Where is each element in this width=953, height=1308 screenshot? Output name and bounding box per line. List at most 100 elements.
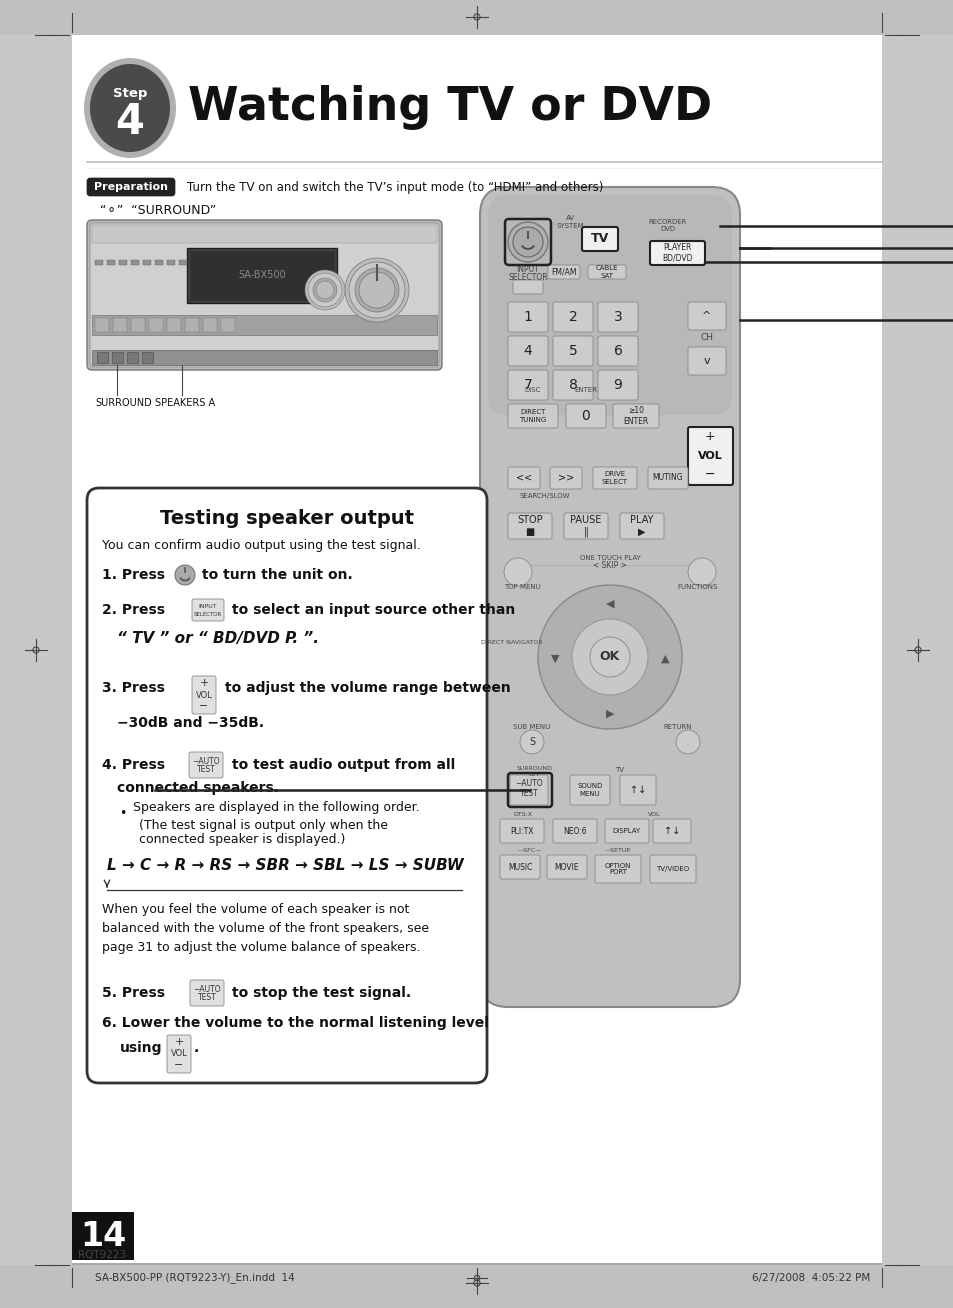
Text: DRIVE
SELECT: DRIVE SELECT bbox=[601, 471, 627, 484]
Text: RETURN: RETURN bbox=[663, 725, 692, 730]
Text: ONE TOUCH PLAY: ONE TOUCH PLAY bbox=[579, 555, 639, 561]
Text: S: S bbox=[528, 736, 535, 747]
FancyBboxPatch shape bbox=[189, 752, 223, 778]
Bar bbox=[71, 35, 882, 1265]
FancyBboxPatch shape bbox=[510, 776, 547, 804]
Text: 8: 8 bbox=[568, 378, 577, 392]
Text: MOVIE: MOVIE bbox=[554, 862, 578, 871]
FancyBboxPatch shape bbox=[87, 488, 486, 1083]
FancyBboxPatch shape bbox=[652, 819, 690, 842]
Circle shape bbox=[687, 559, 716, 586]
Text: v: v bbox=[703, 356, 710, 366]
Text: OK: OK bbox=[599, 650, 619, 663]
Text: VOL: VOL bbox=[697, 451, 721, 460]
Text: DVD: DVD bbox=[659, 226, 675, 232]
Bar bbox=[112, 352, 123, 364]
Text: Testing speaker output: Testing speaker output bbox=[160, 509, 414, 527]
Bar bbox=[0, 0, 953, 35]
Text: —SETUP: —SETUP bbox=[604, 848, 630, 853]
Bar bbox=[131, 318, 145, 332]
Text: to test audio output from all: to test audio output from all bbox=[232, 759, 455, 772]
Text: •: • bbox=[119, 807, 126, 820]
FancyBboxPatch shape bbox=[604, 819, 648, 842]
Text: 2: 2 bbox=[568, 310, 577, 324]
FancyBboxPatch shape bbox=[569, 776, 609, 804]
Text: DIRECT
TUNING: DIRECT TUNING bbox=[518, 409, 546, 422]
Text: 4. Press: 4. Press bbox=[102, 759, 165, 772]
Text: 14: 14 bbox=[80, 1219, 126, 1253]
Text: SPEAKERS A: SPEAKERS A bbox=[154, 398, 214, 408]
FancyBboxPatch shape bbox=[687, 426, 732, 485]
Circle shape bbox=[345, 258, 409, 322]
Text: 3. Press: 3. Press bbox=[102, 681, 165, 695]
Bar bbox=[185, 318, 199, 332]
Text: TV: TV bbox=[615, 766, 624, 773]
Circle shape bbox=[537, 585, 681, 729]
FancyBboxPatch shape bbox=[563, 513, 607, 539]
FancyBboxPatch shape bbox=[687, 347, 725, 375]
Text: ≥10
ENTER: ≥10 ENTER bbox=[622, 407, 648, 425]
Text: ▶: ▶ bbox=[605, 709, 614, 719]
Circle shape bbox=[507, 222, 547, 262]
FancyBboxPatch shape bbox=[553, 819, 597, 842]
FancyBboxPatch shape bbox=[87, 178, 174, 196]
Text: ▼: ▼ bbox=[550, 654, 558, 664]
FancyBboxPatch shape bbox=[553, 302, 593, 332]
Bar bbox=[149, 318, 163, 332]
Circle shape bbox=[305, 269, 345, 310]
Text: SURROUND: SURROUND bbox=[95, 398, 152, 408]
Text: AV
SYSTEM: AV SYSTEM bbox=[556, 216, 583, 229]
Bar bbox=[142, 352, 152, 364]
FancyBboxPatch shape bbox=[598, 302, 638, 332]
Text: SELECTOR: SELECTOR bbox=[193, 612, 222, 616]
Bar bbox=[127, 352, 138, 364]
Text: Watching TV or DVD: Watching TV or DVD bbox=[188, 85, 711, 131]
Text: to adjust the volume range between: to adjust the volume range between bbox=[225, 681, 510, 695]
Text: 4: 4 bbox=[523, 344, 532, 358]
Bar bbox=[112, 318, 127, 332]
Text: VOL: VOL bbox=[171, 1049, 187, 1058]
FancyBboxPatch shape bbox=[507, 467, 539, 489]
FancyBboxPatch shape bbox=[613, 404, 659, 428]
Bar bbox=[190, 251, 334, 300]
FancyBboxPatch shape bbox=[192, 676, 215, 714]
Text: 6: 6 bbox=[613, 344, 621, 358]
FancyBboxPatch shape bbox=[488, 195, 731, 415]
Text: FM/AM: FM/AM bbox=[551, 268, 577, 276]
Circle shape bbox=[174, 565, 194, 585]
FancyBboxPatch shape bbox=[553, 370, 593, 400]
FancyBboxPatch shape bbox=[513, 280, 542, 294]
FancyBboxPatch shape bbox=[190, 980, 224, 1006]
Text: −AUTO: −AUTO bbox=[515, 778, 542, 787]
Text: −AUTO: −AUTO bbox=[193, 985, 220, 994]
Text: to stop the test signal.: to stop the test signal. bbox=[232, 986, 411, 1001]
Text: DIRECT NAVIGATOR: DIRECT NAVIGATOR bbox=[480, 640, 542, 645]
FancyBboxPatch shape bbox=[507, 302, 547, 332]
Text: —SFC—: —SFC— bbox=[517, 848, 541, 853]
Text: DISPLAY: DISPLAY bbox=[612, 828, 640, 835]
FancyBboxPatch shape bbox=[647, 467, 687, 489]
Text: <<: << bbox=[516, 473, 532, 483]
Text: SA-BX500-PP (RQT9223-Y)_En.indd  14: SA-BX500-PP (RQT9223-Y)_En.indd 14 bbox=[95, 1273, 294, 1283]
FancyBboxPatch shape bbox=[687, 302, 725, 330]
Text: ↑↓: ↑↓ bbox=[629, 785, 645, 795]
FancyBboxPatch shape bbox=[593, 467, 637, 489]
Ellipse shape bbox=[90, 64, 170, 152]
Text: 0: 0 bbox=[581, 409, 590, 422]
Text: CABLE
SAT: CABLE SAT bbox=[595, 266, 618, 279]
Text: TEST: TEST bbox=[519, 790, 537, 798]
Circle shape bbox=[519, 730, 543, 753]
Circle shape bbox=[308, 273, 341, 307]
FancyBboxPatch shape bbox=[553, 336, 593, 366]
Text: TOP MENU: TOP MENU bbox=[503, 583, 539, 590]
Text: 9: 9 bbox=[613, 378, 621, 392]
FancyBboxPatch shape bbox=[550, 467, 581, 489]
Circle shape bbox=[513, 228, 542, 256]
Text: FUNCTIONS: FUNCTIONS bbox=[677, 583, 718, 590]
Text: ◀: ◀ bbox=[605, 599, 614, 610]
Circle shape bbox=[503, 559, 532, 586]
FancyBboxPatch shape bbox=[581, 228, 618, 251]
Text: TEST: TEST bbox=[196, 765, 215, 774]
Text: STOP
■: STOP ■ bbox=[517, 515, 542, 536]
Text: connected speakers.: connected speakers. bbox=[117, 781, 278, 795]
